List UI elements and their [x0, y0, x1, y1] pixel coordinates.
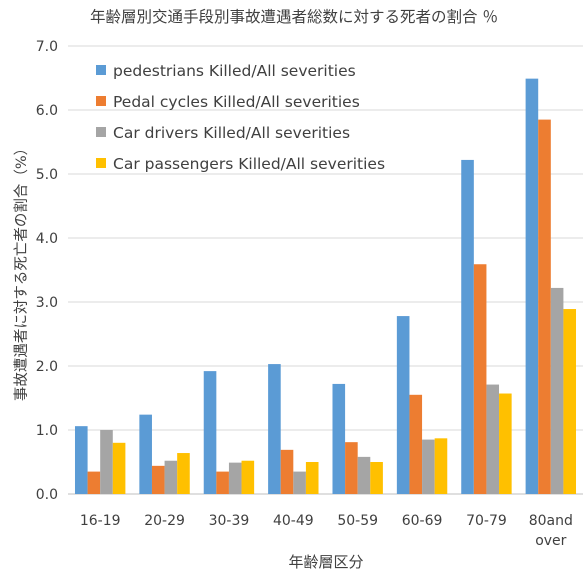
y-tick-label: 3.0: [36, 295, 58, 311]
bar-3-40-49: [293, 471, 306, 494]
bar-1-60-69: [396, 316, 410, 494]
y-tick-label: 0.0: [36, 487, 58, 503]
bar-1-16-19: [74, 426, 88, 494]
x-tick-label: 50-59: [337, 513, 378, 529]
y-tick-label: 7.0: [36, 39, 58, 55]
legend-label: Car passengers Killed/All severities: [113, 155, 385, 173]
bar-3-20-29: [164, 460, 178, 494]
legend-label: Pedal cycles Killed/All severities: [113, 93, 360, 111]
x-tick-label: 40-49: [273, 513, 314, 529]
x-tick-label: 80and over: [529, 513, 573, 549]
bar-3-30-39: [228, 462, 242, 494]
bar-2-30-39: [216, 471, 229, 494]
x-tick-line: over: [535, 533, 566, 549]
x-tick-label: 30-39: [209, 513, 250, 529]
x-tick-label: 60-69: [402, 513, 443, 529]
bar-2-20-29: [151, 465, 165, 494]
bar-4-20-29: [177, 453, 190, 494]
legend-swatch: [96, 127, 106, 137]
bar-1-40-49: [268, 364, 281, 494]
bar-1-50-59: [332, 383, 346, 494]
legend-label: Car drivers Killed/All severities: [113, 124, 350, 142]
y-tick-label: 6.0: [36, 103, 58, 119]
bar-3-70-79: [486, 384, 500, 494]
bar-2-16-19: [87, 471, 101, 494]
x-axis-label: 年齢層区分: [288, 553, 363, 571]
y-axis-label: 事故遭遇者に対する死亡者の割合（%）: [13, 141, 30, 401]
legend-swatch: [96, 96, 106, 106]
y-tick-label: 1.0: [36, 423, 58, 439]
x-axis-ticks: 16-19 20-29 30-39 40-49 50-59 60-69 70-79 80and…: [80, 513, 573, 549]
bars: [74, 78, 577, 495]
bar-4-50-59: [370, 462, 383, 494]
bar-3-80and over: [550, 287, 564, 494]
bar-2-80and over: [538, 119, 551, 494]
bar-2-60-69: [409, 394, 423, 494]
bar-1-80and over: [525, 78, 539, 494]
legend-swatch: [96, 65, 106, 75]
bar-2-70-79: [473, 264, 487, 494]
y-tick-label: 5.0: [36, 167, 58, 183]
bar-4-70-79: [499, 393, 512, 494]
bar-1-20-29: [139, 414, 152, 494]
bar-3-50-59: [357, 456, 371, 494]
bar-1-30-39: [203, 371, 217, 494]
x-tick-line: 80and: [529, 513, 573, 529]
x-tick-label: 20-29: [144, 513, 185, 529]
bar-4-60-69: [434, 438, 448, 494]
bar-2-50-59: [345, 442, 358, 494]
y-axis-ticks: 0.0 1.0 2.0 3.0 4.0 5.0 6.0 7.0: [36, 39, 58, 503]
bar-3-60-69: [422, 439, 435, 494]
bar-2-40-49: [280, 449, 294, 494]
y-tick-label: 4.0: [36, 231, 58, 247]
bar-4-80and over: [563, 309, 577, 494]
chart-title: 年齢層別交通手段別事故遭遇者総数に対する死者の割合 ％: [90, 8, 498, 26]
x-tick-label: 70-79: [466, 513, 507, 529]
bar-4-30-39: [241, 460, 255, 494]
bar-3-16-19: [100, 430, 113, 494]
y-tick-label: 2.0: [36, 359, 58, 375]
bar-1-70-79: [461, 159, 474, 495]
gridlines: [68, 45, 583, 495]
bar-4-40-49: [305, 462, 319, 494]
legend-swatch: [96, 158, 106, 168]
bar-4-16-19: [112, 442, 126, 494]
legend-label: pedestrians Killed/All severities: [113, 62, 356, 80]
x-tick-label: 16-19: [80, 513, 121, 529]
legend: pedestrians Killed/All severities Pedal c…: [96, 62, 385, 173]
